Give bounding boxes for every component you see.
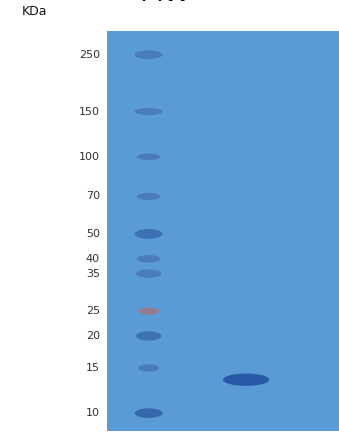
Text: 40: 40: [86, 254, 100, 264]
Text: MW: MW: [139, 0, 191, 7]
Text: 250: 250: [79, 50, 100, 60]
Text: 25: 25: [86, 306, 100, 316]
Ellipse shape: [223, 374, 270, 386]
FancyBboxPatch shape: [107, 31, 339, 431]
Ellipse shape: [136, 269, 161, 278]
Ellipse shape: [136, 331, 161, 341]
Text: KDa: KDa: [22, 4, 47, 18]
Ellipse shape: [135, 108, 162, 115]
Text: 35: 35: [86, 269, 100, 279]
Ellipse shape: [137, 255, 160, 263]
Ellipse shape: [137, 193, 160, 200]
Ellipse shape: [137, 154, 160, 160]
Text: 150: 150: [79, 106, 100, 117]
Ellipse shape: [138, 308, 159, 315]
Text: 15: 15: [86, 363, 100, 373]
Text: 20: 20: [86, 331, 100, 341]
Ellipse shape: [135, 229, 162, 239]
Ellipse shape: [135, 50, 162, 59]
Text: 70: 70: [86, 191, 100, 202]
Text: 100: 100: [79, 152, 100, 162]
Text: 50: 50: [86, 229, 100, 239]
Ellipse shape: [135, 408, 162, 418]
Ellipse shape: [138, 364, 159, 372]
Text: 10: 10: [86, 408, 100, 418]
